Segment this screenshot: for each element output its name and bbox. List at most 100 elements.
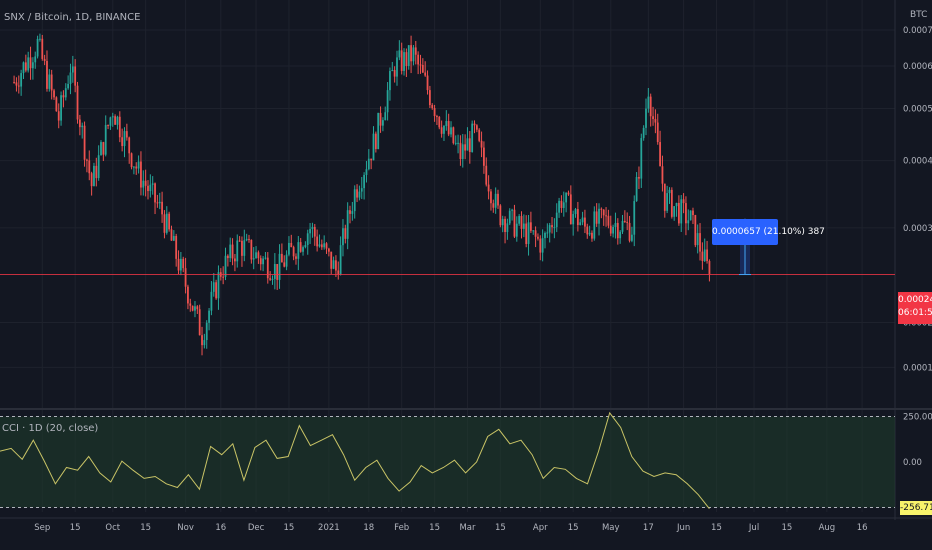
candle-body xyxy=(212,282,215,292)
candle-body xyxy=(367,158,370,170)
candle-body xyxy=(659,142,661,167)
candle-body xyxy=(626,221,629,223)
candle-body xyxy=(226,255,229,259)
candle-body xyxy=(483,147,485,166)
candle-body xyxy=(349,210,351,214)
candle-body xyxy=(351,211,354,214)
candle-body xyxy=(161,201,163,215)
candle-body xyxy=(170,229,173,241)
candle-body xyxy=(612,226,615,234)
candle-body xyxy=(90,173,93,187)
candle-body xyxy=(551,225,553,228)
candle-body xyxy=(363,174,366,189)
candle-body xyxy=(318,244,321,247)
candle-body xyxy=(638,177,640,179)
time-tick-label: 15 xyxy=(429,523,440,533)
candle-body xyxy=(325,243,328,249)
candle-body xyxy=(645,108,647,128)
candle-body xyxy=(661,166,664,184)
candle-body xyxy=(330,251,333,269)
cci-series xyxy=(0,411,710,510)
candle-body xyxy=(156,202,159,204)
candle-body xyxy=(400,50,403,71)
candle-body xyxy=(323,243,326,248)
candle-body xyxy=(229,244,232,259)
candle-body xyxy=(379,112,382,126)
candle-body xyxy=(353,189,356,212)
candle-body xyxy=(147,185,149,192)
candle-body xyxy=(130,153,133,168)
candle-body xyxy=(703,249,706,261)
candle-body xyxy=(424,72,427,76)
candle-body xyxy=(208,310,210,323)
candle-body xyxy=(316,236,319,247)
candle-body xyxy=(358,191,361,198)
candle-body xyxy=(696,233,699,246)
candle-body xyxy=(22,62,25,74)
candle-body xyxy=(191,305,194,311)
candle-body xyxy=(95,165,98,179)
time-tick-label: Sep xyxy=(34,523,50,533)
candle-body xyxy=(515,223,518,237)
time-tick-label: Apr xyxy=(533,523,548,533)
candle-body xyxy=(276,264,279,280)
candle-body xyxy=(616,222,619,239)
candle-body xyxy=(447,121,450,135)
candle-body xyxy=(506,223,509,233)
candle-body xyxy=(654,119,657,123)
candle-body xyxy=(189,303,192,306)
candle-body xyxy=(377,112,380,150)
candle-body xyxy=(499,205,502,226)
candle-body xyxy=(264,257,267,259)
candle-body xyxy=(701,251,704,261)
candle-body xyxy=(468,138,471,153)
candle-body xyxy=(102,142,105,155)
candle-body xyxy=(497,193,499,206)
candle-body xyxy=(302,247,304,252)
candle-body xyxy=(259,258,262,265)
time-tick-label: May xyxy=(602,523,620,533)
candle-body xyxy=(600,208,603,210)
candle-body xyxy=(83,125,86,160)
candle-body xyxy=(295,256,297,259)
candle-body xyxy=(421,65,424,73)
candle-body xyxy=(677,202,680,224)
candle-body xyxy=(527,222,530,244)
candle-body xyxy=(344,228,347,239)
candle-body xyxy=(121,137,124,147)
candle-body xyxy=(184,268,187,287)
candle-body xyxy=(440,127,443,134)
time-tick-label: Feb xyxy=(394,523,409,533)
candle-body xyxy=(652,116,654,120)
candle-body xyxy=(76,85,79,120)
candle-body xyxy=(81,125,84,128)
candle-body xyxy=(71,66,74,73)
candle-body xyxy=(494,193,497,208)
candle-body xyxy=(285,254,288,267)
candle-body xyxy=(452,127,455,144)
candle-body xyxy=(125,131,128,138)
candle-body xyxy=(548,225,551,233)
cci-pane xyxy=(0,416,895,508)
candle-body xyxy=(410,45,412,62)
candle-body xyxy=(74,66,77,86)
candle-body xyxy=(623,220,626,222)
candle-body xyxy=(339,245,342,275)
candle-body xyxy=(419,64,422,66)
candle-body xyxy=(541,238,544,253)
candle-body xyxy=(140,161,142,188)
candle-body xyxy=(393,70,396,77)
time-tick-label: 16 xyxy=(857,523,868,533)
candle-body xyxy=(628,222,631,241)
time-tick-label: 15 xyxy=(284,523,295,533)
candle-body xyxy=(529,222,532,231)
cci-indicator-label[interactable]: CCI · 1D (20, close) xyxy=(2,423,99,434)
candle-body xyxy=(544,232,546,239)
candle-body xyxy=(238,240,241,242)
candle-body xyxy=(123,131,126,147)
candle-body xyxy=(283,262,286,267)
candle-body xyxy=(280,253,283,263)
candle-body xyxy=(433,108,436,117)
candle-body xyxy=(396,57,398,77)
